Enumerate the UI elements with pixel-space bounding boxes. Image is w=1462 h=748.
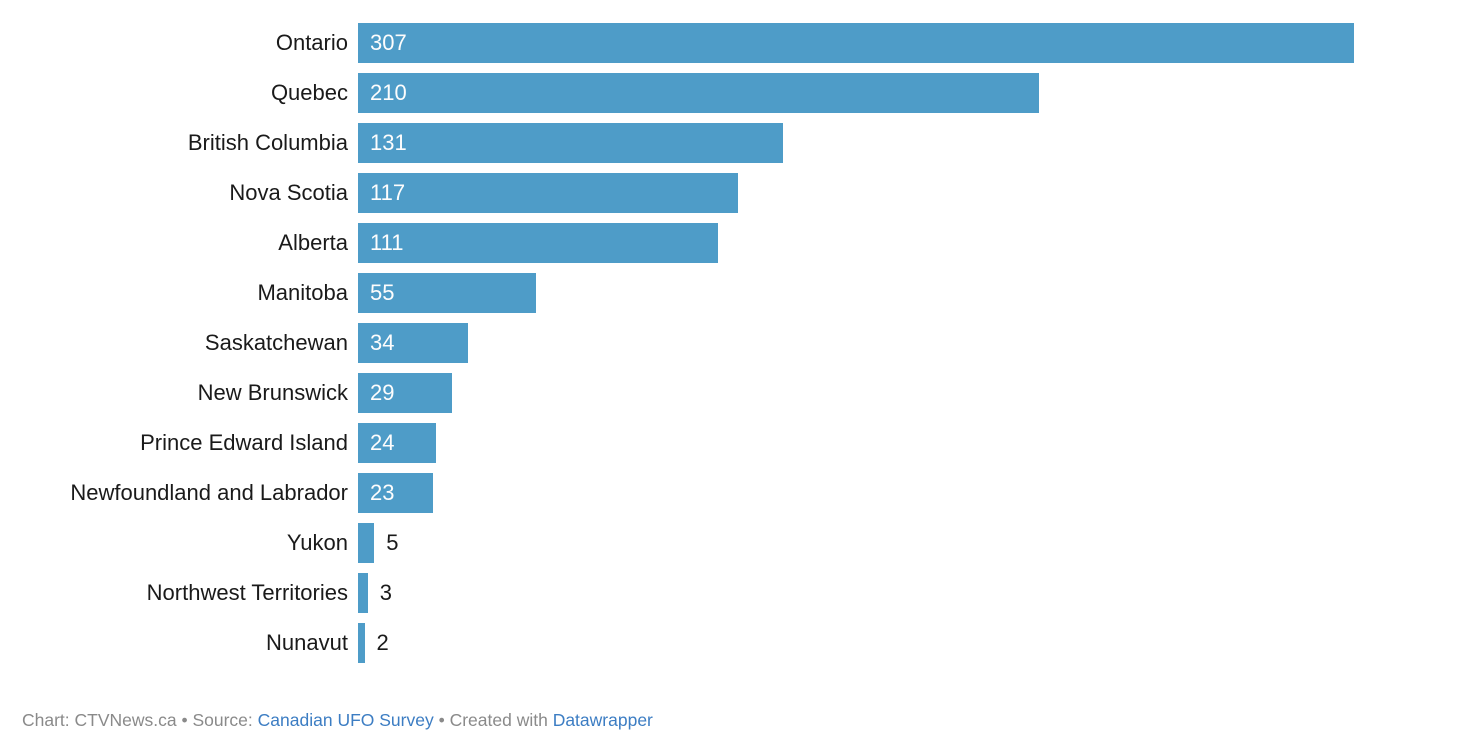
value-label: 111	[370, 230, 404, 255]
bar-track: 5	[358, 523, 1462, 563]
bar	[358, 523, 375, 563]
category-label: Nunavut	[266, 630, 348, 655]
value-label: 307	[370, 30, 407, 55]
bar-track: 2	[358, 623, 1462, 663]
bar-row: Quebec 210	[0, 68, 1462, 118]
category-label: Nova Scotia	[229, 180, 348, 205]
value-label: 210	[370, 80, 407, 105]
bar: 307	[358, 23, 1354, 63]
value-label-outside: 2	[376, 630, 389, 655]
category-label: Northwest Territories	[146, 580, 348, 605]
bar-track: 307	[358, 23, 1462, 63]
bar-track: 117	[358, 173, 1462, 213]
value-label: 131	[370, 130, 407, 155]
bar-track: 131	[358, 123, 1462, 163]
chart-credit-text: Chart: CTVNews.ca • Source:	[22, 710, 258, 731]
bar-row: Yukon 5	[0, 518, 1462, 568]
category-label: Saskatchewan	[204, 330, 348, 355]
category-label: Manitoba	[257, 280, 348, 305]
value-label-outside: 3	[379, 580, 392, 605]
source-link[interactable]: Canadian UFO Survey	[257, 710, 434, 731]
bar-row: Manitoba 55	[0, 268, 1462, 318]
bar: 29	[358, 373, 453, 413]
category-label: British Columbia	[187, 130, 348, 155]
bar-rows: Ontario 307 Quebec 210 British Columbia	[0, 18, 1462, 668]
datawrapper-link[interactable]: Datawrapper	[552, 710, 653, 731]
category-label: Newfoundland and Labrador	[70, 480, 348, 505]
bar-track: 3	[358, 573, 1462, 613]
category-label: Quebec	[270, 80, 348, 105]
bar	[358, 573, 368, 613]
category-label: Yukon	[286, 530, 348, 555]
value-label-outside: 5	[386, 530, 399, 555]
bar-track: 24	[358, 423, 1462, 463]
bar-track: 55	[358, 273, 1462, 313]
value-label: 24	[370, 430, 395, 455]
value-label: 23	[370, 480, 395, 505]
attribution-footer: Chart: CTVNews.ca • Source: Canadian UFO…	[22, 709, 653, 732]
bar: 111	[358, 223, 719, 263]
bar: 117	[358, 173, 738, 213]
bar: 34	[358, 323, 469, 363]
bar: 131	[358, 123, 783, 163]
value-label: 34	[370, 330, 395, 355]
bar-row: Nova Scotia 117	[0, 168, 1462, 218]
bar: 55	[358, 273, 537, 313]
category-label: Prince Edward Island	[140, 430, 348, 455]
bar-row: Ontario 307	[0, 18, 1462, 68]
created-with-text: • Created with	[433, 710, 553, 731]
bar-row: New Brunswick 29	[0, 368, 1462, 418]
value-label: 55	[370, 280, 395, 305]
bar-row: Saskatchewan 34	[0, 318, 1462, 368]
bar: 23	[358, 473, 433, 513]
bar-row: British Columbia 131	[0, 118, 1462, 168]
bar-track: 29	[358, 373, 1462, 413]
bar-row: Nunavut 2	[0, 618, 1462, 668]
category-label: Ontario	[275, 30, 348, 55]
category-label: New Brunswick	[197, 380, 348, 405]
bar-track: 111	[358, 223, 1462, 263]
bar-track: 23	[358, 473, 1462, 513]
bar-row: Newfoundland and Labrador 23	[0, 468, 1462, 518]
bar-row: Prince Edward Island 24	[0, 418, 1462, 468]
bar-track: 34	[358, 323, 1462, 363]
bar: 210	[358, 73, 1040, 113]
bar-row: Alberta 111	[0, 218, 1462, 268]
value-label: 117	[370, 180, 406, 205]
bar	[358, 623, 365, 663]
bar-track: 210	[358, 73, 1462, 113]
bar-row: Northwest Territories 3	[0, 568, 1462, 618]
category-label: Alberta	[278, 230, 348, 255]
bar: 24	[358, 423, 436, 463]
value-label: 29	[370, 380, 395, 405]
